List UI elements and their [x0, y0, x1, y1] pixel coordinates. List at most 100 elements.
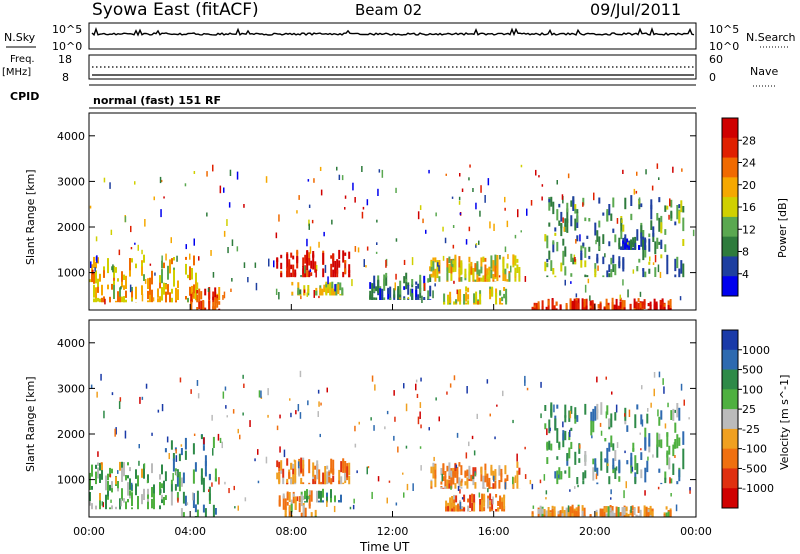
- scatter-patch-cell: [187, 274, 189, 279]
- scatter-patch-cell: [563, 510, 566, 517]
- scatter-patch-cell: [518, 467, 521, 475]
- scatter-speckle: [514, 234, 517, 239]
- velocity-cbar-tick-label: 500: [742, 364, 763, 377]
- scatter-patch-cell: [131, 290, 133, 302]
- scatter-patch-cell: [286, 254, 289, 269]
- scatter-speckle: [300, 295, 302, 300]
- scatter-speckle: [468, 226, 471, 232]
- scatter-speckle: [102, 502, 104, 508]
- scatter-patch-cell: [276, 460, 279, 468]
- scatter-patch-cell: [97, 297, 99, 302]
- scatter-patch-cell: [611, 510, 614, 517]
- scatter-patch-cell: [630, 452, 633, 468]
- scatter-patch-cell: [500, 473, 503, 483]
- scatter-speckle: [574, 257, 576, 262]
- scatter-patch-cell: [326, 492, 328, 498]
- scatter-speckle: [417, 211, 420, 220]
- scatter-speckle: [293, 459, 296, 462]
- scatter-patch-cell: [618, 242, 621, 247]
- scatter-speckle: [134, 181, 136, 185]
- scatter-speckle: [600, 430, 603, 436]
- scatter-speckle: [395, 273, 397, 280]
- y-tick-label: 3000: [57, 175, 85, 188]
- scatter-patch-cell: [471, 502, 474, 511]
- scatter-speckle: [275, 288, 278, 295]
- scatter-patch-cell: [185, 296, 187, 300]
- scatter-patch-cell: [434, 257, 437, 263]
- scatter-speckle: [435, 397, 437, 401]
- scatter-patch-cell: [127, 482, 129, 496]
- scatter-patch-cell: [430, 266, 433, 272]
- scatter-patch-cell: [456, 466, 459, 475]
- nsearch-tick-top: 10^5: [709, 23, 739, 36]
- scatter-patch-cell: [633, 507, 636, 516]
- scatter-patch-cell: [474, 263, 477, 272]
- scatter-patch-cell: [606, 447, 609, 463]
- scatter-patch-cell: [344, 260, 347, 275]
- scatter-speckle: [647, 408, 649, 412]
- scatter-speckle: [308, 223, 310, 230]
- scatter-patch-cell: [288, 492, 291, 502]
- scatter-patch-cell: [458, 256, 461, 268]
- scatter-speckle: [139, 396, 141, 404]
- scatter-patch-cell: [632, 247, 635, 250]
- scatter-patch-cell: [595, 512, 598, 517]
- scatter-speckle: [673, 442, 676, 449]
- scatter-patch-cell: [123, 296, 125, 303]
- scatter-patch-cell: [553, 305, 556, 310]
- scatter-patch-cell: [501, 497, 504, 505]
- scatter-patch-cell: [170, 440, 173, 450]
- scatter-patch-cell: [458, 269, 461, 281]
- scatter-speckle: [652, 262, 655, 265]
- scatter-speckle: [562, 217, 564, 223]
- scatter-speckle: [371, 375, 374, 382]
- scatter-patch-cell: [322, 268, 325, 278]
- scatter-speckle: [543, 474, 546, 481]
- scatter-patch-cell: [459, 299, 462, 305]
- scatter-patch-cell: [318, 481, 321, 485]
- scatter-patch-cell: [332, 475, 335, 483]
- scatter-patch-cell: [151, 463, 153, 474]
- scatter-patch-cell: [508, 273, 511, 282]
- scatter-speckle: [336, 166, 338, 171]
- scatter-speckle: [679, 296, 682, 301]
- scatter-patch-cell: [464, 268, 467, 278]
- scatter-speckle: [645, 169, 647, 175]
- scatter-patch-cell: [619, 302, 622, 310]
- scatter-patch-cell: [609, 512, 612, 517]
- scatter-patch-cell: [492, 483, 495, 489]
- scatter-patch-cell: [430, 466, 433, 474]
- scatter-patch-cell: [453, 301, 456, 305]
- scatter-speckle: [442, 226, 444, 232]
- scatter-patch-cell: [649, 304, 652, 310]
- scatter-patch-cell: [159, 296, 161, 303]
- scatter-speckle: [564, 279, 566, 286]
- scatter-patch-cell: [187, 297, 189, 303]
- x-axis-label: Time UT: [359, 540, 410, 554]
- scatter-speckle: [425, 229, 427, 234]
- scatter-speckle: [641, 385, 643, 390]
- scatter-patch-cell: [490, 464, 493, 476]
- scatter-patch-cell: [592, 458, 595, 465]
- scatter-patch-cell: [682, 462, 685, 470]
- scatter-patch-cell: [574, 218, 577, 231]
- scatter-speckle: [662, 378, 664, 385]
- freq-tick-bottom: 8: [62, 71, 69, 84]
- scatter-speckle: [212, 272, 215, 278]
- scatter-speckle: [433, 456, 435, 462]
- scatter-speckle: [267, 414, 269, 418]
- scatter-speckle: [154, 272, 156, 276]
- scatter-patch-cell: [419, 280, 422, 293]
- scatter-patch-cell: [550, 196, 553, 207]
- x-tick-label: 12:00: [377, 525, 409, 538]
- scatter-patch-cell: [674, 422, 677, 433]
- scatter-patch-cell: [454, 260, 457, 272]
- scatter-speckle: [575, 293, 578, 298]
- scatter-speckle: [119, 397, 122, 402]
- scatter-patch-cell: [178, 453, 181, 462]
- scatter-patch-cell: [119, 461, 121, 471]
- scatter-speckle: [366, 466, 368, 475]
- scatter-patch-cell: [448, 480, 451, 489]
- scatter-patch-cell: [454, 483, 457, 489]
- scatter-patch-cell: [557, 514, 560, 517]
